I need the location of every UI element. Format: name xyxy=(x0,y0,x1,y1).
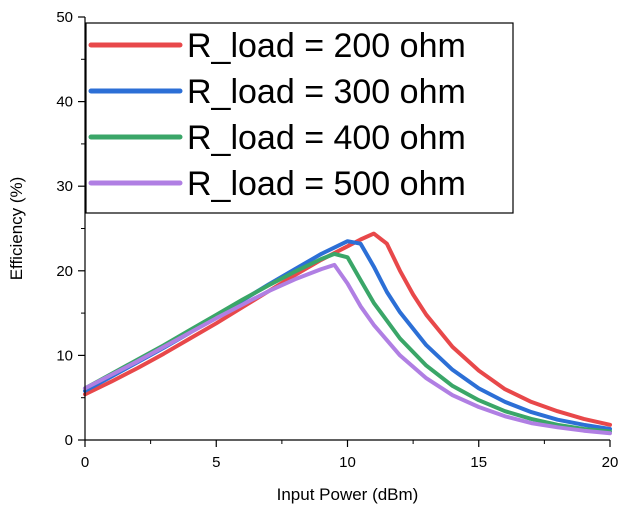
y-tick-label: 20 xyxy=(56,263,73,280)
legend-label-3: R_load = 400 ohm xyxy=(187,119,466,157)
y-tick-label: 50 xyxy=(56,9,73,26)
legend-label-1: R_load = 200 ohm xyxy=(187,27,466,65)
series-line-3 xyxy=(83,251,612,434)
series-lines xyxy=(83,231,612,436)
legend: R_load = 200 ohm R_load = 300 ohm R_load =… xyxy=(85,22,514,214)
x-axis-title: Input Power (dBm) xyxy=(277,485,419,504)
series-line-4 xyxy=(83,262,612,436)
y-tick-label: 10 xyxy=(56,347,73,364)
x-tick-label: 5 xyxy=(212,454,220,471)
x-tick-label: 0 xyxy=(81,454,89,471)
legend-label-2: R_load = 300 ohm xyxy=(187,73,466,111)
legend-label-4: R_load = 500 ohm xyxy=(187,165,466,203)
x-tick-label: 15 xyxy=(470,454,487,471)
x-tick-label: 20 xyxy=(602,454,619,471)
y-axis-title: Efficiency (%) xyxy=(7,177,26,281)
axes: 0 5 10 15 20 0 10 20 30 40 50 xyxy=(56,9,618,471)
x-tick-label: 10 xyxy=(339,454,356,471)
y-tick-label: 40 xyxy=(56,94,73,111)
y-tick-label: 0 xyxy=(65,432,73,449)
series-line-1 xyxy=(83,231,612,427)
legend-box xyxy=(85,22,514,214)
y-tick-label: 30 xyxy=(56,178,73,195)
